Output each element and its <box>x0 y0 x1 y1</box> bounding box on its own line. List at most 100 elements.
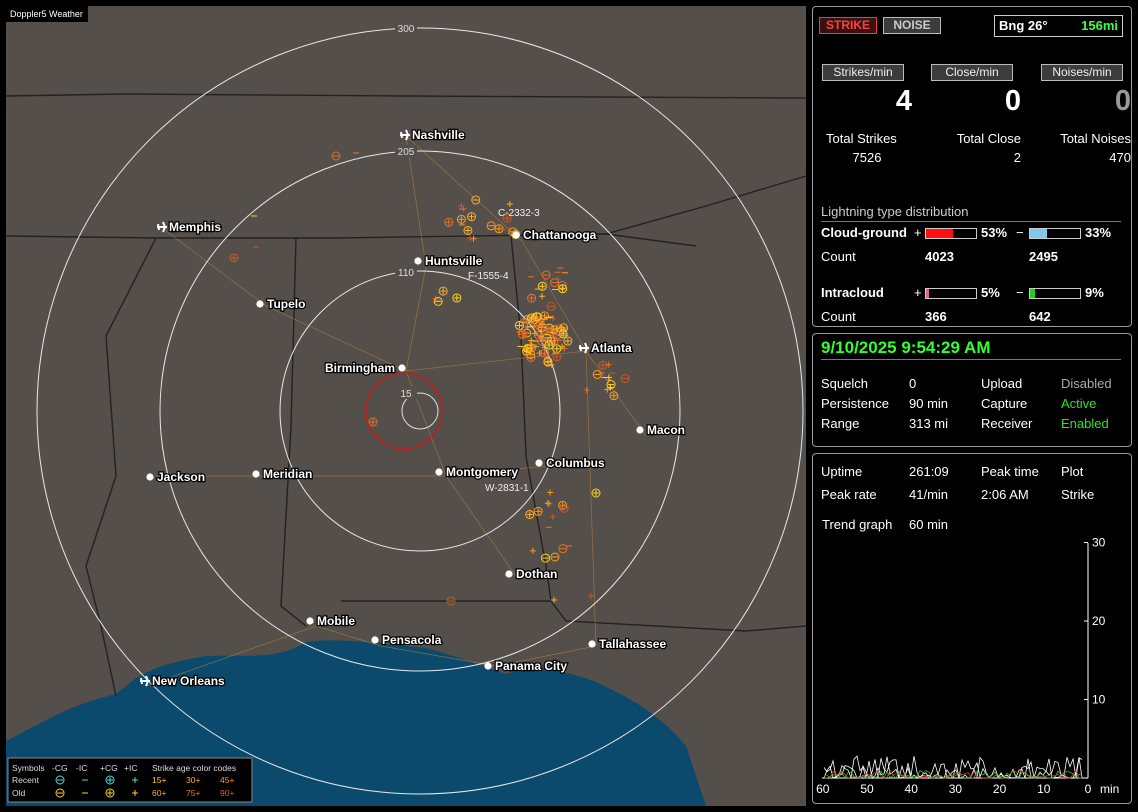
city-label: Atlanta <box>591 341 632 355</box>
strike-ring <box>552 352 562 362</box>
strike-ring <box>592 370 602 380</box>
airport-icon <box>400 129 410 141</box>
plus-sign: + <box>914 285 922 300</box>
status-cell: Capture <box>981 396 1028 411</box>
divider <box>821 221 1121 222</box>
strike <box>433 296 443 306</box>
city-label: Macon <box>647 423 685 437</box>
strike <box>514 321 524 331</box>
strike <box>592 370 602 380</box>
trend-ytick-label: 20 <box>1092 614 1106 628</box>
percent-fill <box>926 289 929 298</box>
total-value: 2 <box>1013 150 1021 165</box>
strike <box>546 336 556 346</box>
strike <box>438 286 448 296</box>
stats-cell: Uptime <box>821 464 863 479</box>
strike <box>554 276 561 283</box>
city-label: Dothan <box>516 567 557 581</box>
strike <box>527 313 537 323</box>
ring-label-bg <box>395 22 417 34</box>
city-dot <box>398 364 406 372</box>
strike-ring <box>537 281 547 291</box>
strike <box>535 335 542 342</box>
stats-cell: 2:06 AM <box>981 487 1029 502</box>
trend-label: Trend graph <box>822 517 893 532</box>
distance: 156mi <box>1081 18 1118 33</box>
strike <box>527 293 537 303</box>
city-label: Memphis <box>169 220 221 234</box>
legend-text: Symbols <box>12 763 45 773</box>
city-label: Mobile <box>317 614 355 628</box>
stats-cell: 261:09 <box>909 464 949 479</box>
rate-label: Strikes/min <box>822 64 904 81</box>
stats-cell: Plot <box>1061 464 1084 479</box>
total-value: 470 <box>1109 150 1131 165</box>
ring-label: 110 <box>398 268 414 279</box>
noise-button[interactable]: NOISE <box>883 17 941 34</box>
total-label: Total Noises <box>1060 131 1131 146</box>
strike-ring <box>471 195 481 205</box>
legend-symbol <box>105 788 115 798</box>
status-cell: Squelch <box>821 376 868 391</box>
strike-ring <box>540 553 550 563</box>
stats-cell: 41/min <box>909 487 949 502</box>
strike <box>540 553 550 563</box>
strike-ring <box>541 324 551 334</box>
city-label: Huntsville <box>425 254 483 268</box>
strike-button[interactable]: STRIKE <box>819 17 877 34</box>
legend-box <box>7 757 253 803</box>
strike <box>559 503 569 513</box>
city-label: Columbus <box>546 456 605 470</box>
percent-fill <box>1030 229 1047 238</box>
strike-ring <box>433 296 443 306</box>
percent-label: 53% <box>981 225 1008 240</box>
strike <box>526 343 536 353</box>
total-label: Total Strikes <box>826 131 897 146</box>
strike <box>550 278 560 288</box>
strike <box>229 253 239 263</box>
strike-ring <box>486 221 496 231</box>
strike <box>546 301 556 311</box>
city-dot <box>512 231 520 239</box>
count-value: 642 <box>1029 309 1051 324</box>
type-name: Cloud-ground <box>821 225 907 240</box>
legend-text: -CG <box>52 763 68 773</box>
city-dot <box>588 640 596 648</box>
status-cell: 313 mi <box>909 416 949 431</box>
legend-text: Strike age color codes <box>152 763 236 773</box>
city-dot <box>256 300 264 308</box>
strike-ring <box>541 270 551 280</box>
city-label: New Orleans <box>152 674 225 688</box>
strike-ring <box>229 253 239 263</box>
strike <box>550 552 560 562</box>
strike-ring <box>502 213 512 223</box>
status-cell: Receiver <box>981 416 1033 431</box>
legend-text: 90+ <box>220 788 234 798</box>
legend-text: -IC <box>76 763 87 773</box>
strike <box>502 213 512 223</box>
strike <box>331 151 341 161</box>
status-cell: Persistence <box>821 396 889 411</box>
strike <box>531 330 538 337</box>
strike-ring <box>559 503 569 513</box>
status-cell: 90 min <box>909 396 949 411</box>
legend-symbol <box>105 775 115 785</box>
strike <box>368 417 378 427</box>
city-label: Chattanooga <box>523 228 597 242</box>
stats-cell: Peak time <box>981 464 1039 479</box>
strike <box>519 334 526 341</box>
total-label: Total Close <box>956 131 1021 146</box>
city-label: Tupelo <box>267 297 305 311</box>
counts-panel: STRIKE NOISE Bng 26° 156mi Strikes/min 4 T… <box>812 6 1132 327</box>
trend-line <box>823 755 1083 780</box>
legend-ring <box>105 775 115 785</box>
strike-ring <box>543 356 553 366</box>
legend-symbol <box>55 788 65 798</box>
percent-fill <box>926 229 953 238</box>
strike-ring <box>532 312 542 322</box>
strike-ring <box>438 286 448 296</box>
minus-sign: − <box>1016 285 1024 300</box>
strike <box>452 293 462 303</box>
trend-xtick-label: 40 <box>905 782 919 796</box>
